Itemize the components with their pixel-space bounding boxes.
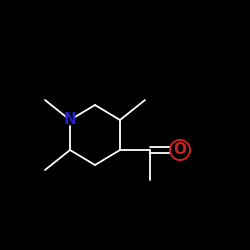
Text: O: O [174,142,186,158]
Text: N: N [64,112,76,128]
